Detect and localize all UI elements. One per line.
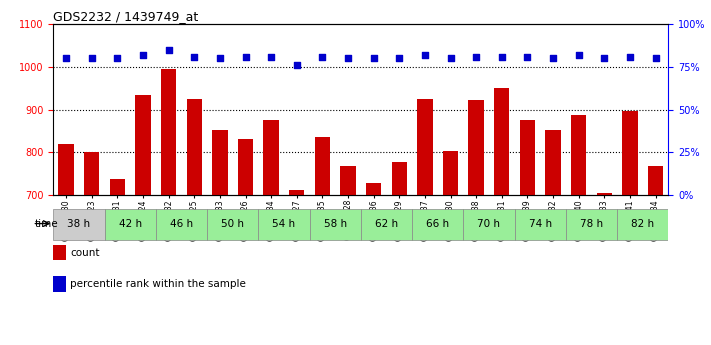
Point: [419, 52, 431, 58]
Bar: [258, 209, 309, 240]
Bar: [84, 152, 100, 195]
Bar: [212, 130, 228, 195]
Text: 74 h: 74 h: [529, 219, 552, 228]
Point: [316, 54, 328, 59]
Point: [240, 54, 251, 59]
Text: 46 h: 46 h: [170, 219, 193, 228]
Text: 58 h: 58 h: [324, 219, 347, 228]
Point: [137, 52, 149, 58]
Bar: [156, 209, 207, 240]
Bar: [105, 209, 156, 240]
Bar: [366, 183, 381, 195]
Text: 54 h: 54 h: [272, 219, 296, 228]
Bar: [58, 144, 74, 195]
Bar: [417, 99, 432, 195]
Bar: [53, 209, 105, 240]
Bar: [412, 209, 464, 240]
Point: [599, 56, 610, 61]
Text: 62 h: 62 h: [375, 219, 398, 228]
Point: [291, 62, 302, 68]
Point: [368, 56, 380, 61]
Bar: [161, 69, 176, 195]
Bar: [264, 120, 279, 195]
Bar: [392, 161, 407, 195]
Text: 78 h: 78 h: [580, 219, 603, 228]
Point: [112, 56, 123, 61]
Point: [163, 47, 174, 52]
Point: [342, 56, 353, 61]
Text: 66 h: 66 h: [426, 219, 449, 228]
Text: 42 h: 42 h: [119, 219, 141, 228]
Bar: [469, 100, 483, 195]
Point: [547, 56, 559, 61]
Point: [188, 54, 200, 59]
Bar: [622, 111, 638, 195]
Text: 50 h: 50 h: [221, 219, 244, 228]
Bar: [289, 190, 304, 195]
Bar: [315, 137, 330, 195]
Point: [624, 54, 636, 59]
Bar: [597, 193, 612, 195]
Bar: [360, 209, 412, 240]
Point: [445, 56, 456, 61]
Point: [573, 52, 584, 58]
Text: 82 h: 82 h: [631, 219, 654, 228]
Text: 38 h: 38 h: [68, 219, 90, 228]
Bar: [648, 166, 663, 195]
Text: count: count: [70, 248, 100, 258]
Point: [214, 56, 225, 61]
Bar: [207, 209, 258, 240]
Text: percentile rank within the sample: percentile rank within the sample: [70, 279, 246, 289]
Point: [86, 56, 97, 61]
Bar: [571, 115, 587, 195]
Bar: [443, 151, 458, 195]
Point: [650, 56, 661, 61]
Bar: [515, 209, 566, 240]
Point: [471, 54, 482, 59]
Text: time: time: [34, 219, 58, 228]
Bar: [545, 130, 561, 195]
Bar: [135, 95, 151, 195]
Text: 70 h: 70 h: [478, 219, 501, 228]
Bar: [617, 209, 668, 240]
Text: GDS2232 / 1439749_at: GDS2232 / 1439749_at: [53, 10, 198, 23]
Point: [394, 56, 405, 61]
Point: [60, 56, 72, 61]
Bar: [464, 209, 515, 240]
Point: [522, 54, 533, 59]
Point: [496, 54, 508, 59]
Bar: [494, 88, 510, 195]
Bar: [566, 209, 617, 240]
Bar: [309, 209, 360, 240]
Bar: [186, 99, 202, 195]
Bar: [341, 166, 356, 195]
Bar: [520, 120, 535, 195]
Bar: [237, 139, 253, 195]
Point: [265, 54, 277, 59]
Bar: [109, 179, 125, 195]
